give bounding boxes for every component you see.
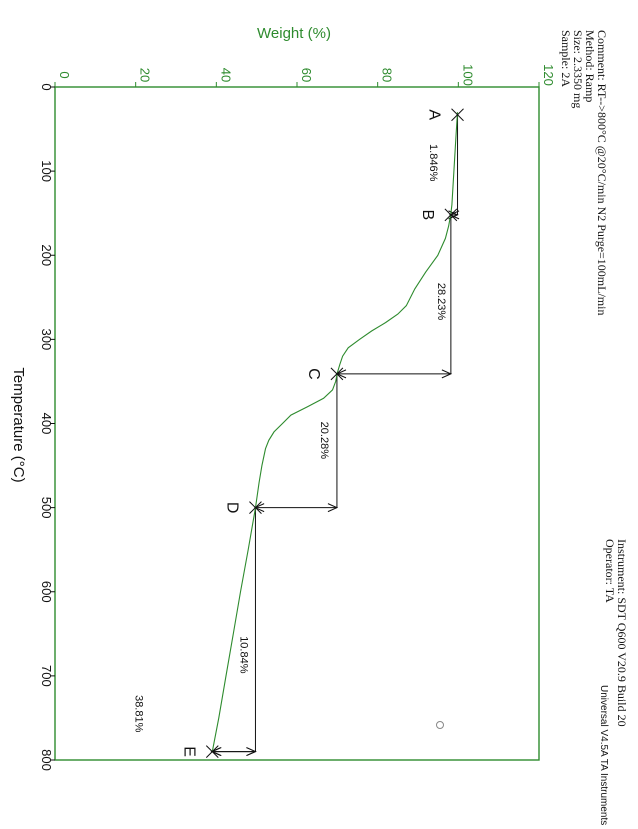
weight-tick-label: 20 (138, 68, 153, 82)
footer-text: Universal V4.5A TA Instruments (598, 685, 609, 825)
temp-tick-label: 200 (39, 244, 54, 266)
sample-line: Sample: 2A (559, 30, 573, 87)
temp-tick-label: 0 (39, 83, 54, 90)
weight-tick-label: 0 (57, 71, 72, 78)
marker-circle (436, 721, 444, 729)
marker-cross (330, 367, 344, 381)
step-percent-label: 10.84% (238, 636, 250, 674)
operator-line: Operator: TA (603, 539, 617, 603)
step-percent-label: 1.846% (427, 144, 439, 182)
y-axis-title: Weight (%) (257, 25, 331, 42)
arrow-head (246, 747, 257, 757)
marker-label: A (426, 109, 443, 120)
comment-line: Comment: RT-->800°C @20°C/min N2 Purge=1… (595, 30, 609, 315)
marker-label: D (223, 502, 240, 514)
temp-tick-label: 100 (39, 160, 54, 182)
plot-frame (54, 86, 540, 761)
weight-tick-label: 100 (460, 64, 475, 86)
temp-tick-label: 300 (39, 329, 54, 351)
temp-tick-label: 700 (39, 665, 54, 687)
weight-tick-label: 120 (541, 64, 556, 86)
weight-tick-label: 60 (299, 68, 314, 82)
method-line: Method: Ramp (583, 30, 597, 102)
axis-ticks: 0 20 40 60 80 100 120 0 100 200 300 400 500 600 700 800 (39, 64, 556, 771)
marker-cross (444, 208, 458, 222)
size-line: Size: 2.3350 mg (571, 30, 585, 108)
sample-header: Sample: 2A Size: 2.3350 mg Method: Ramp … (559, 30, 609, 315)
temp-tick-label: 400 (39, 413, 54, 435)
weight-tick-label: 80 (380, 68, 395, 82)
weight-tick-label: 40 (218, 68, 233, 82)
temp-tick-label: 600 (39, 581, 54, 603)
x-axis-title: Temperature (°C) (10, 367, 27, 482)
marker-label: C (305, 368, 322, 380)
instrument-header: Operator: TA Instrument: SDT Q600 V20.9 … (603, 539, 629, 727)
step-percent-label: 20.28% (318, 422, 330, 460)
arrow-head (441, 369, 453, 379)
residue-percent-label: 38.81% (133, 695, 145, 733)
temp-tick-label: 800 (39, 749, 54, 771)
step-percent-label: 28.23% (435, 283, 447, 321)
point-markers: A B C D E (180, 108, 464, 758)
marker-label: B (419, 210, 436, 221)
marker-cross (451, 108, 464, 122)
marker-label: E (180, 746, 197, 757)
arrow-head (327, 503, 339, 513)
marker-cross (205, 745, 219, 758)
marker-cross (249, 501, 262, 514)
instrument-line: Instrument: SDT Q600 V20.9 Build 20 (615, 539, 629, 727)
temp-tick-label: 500 (39, 497, 54, 519)
step-annotations: 1.846% 28.23% 20.28% 10.84% 38.81% (133, 114, 460, 757)
